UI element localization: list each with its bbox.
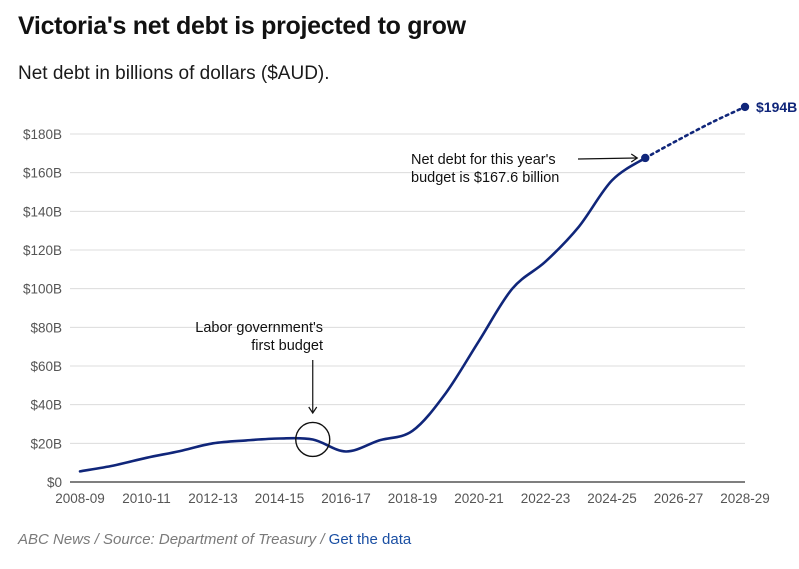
x-tick-label: 2026-27 xyxy=(654,491,704,506)
projection-end-point xyxy=(740,102,750,112)
annotation-labor-arrowhead xyxy=(308,406,318,415)
annotation-budget-arrowhead xyxy=(630,153,639,163)
y-tick-label: $60B xyxy=(30,359,62,374)
get-the-data-link[interactable]: Get the data xyxy=(328,531,412,548)
y-tick-label: $180B xyxy=(23,127,62,142)
x-tick-label: 2020-21 xyxy=(454,491,504,506)
y-tick-label: $0 xyxy=(47,475,62,490)
x-tick-label: 2014-15 xyxy=(255,491,305,506)
x-tick-label: 2018-19 xyxy=(388,491,438,506)
net-debt-line xyxy=(78,156,647,473)
chart-subtitle: Net debt in billions of dollars ($AUD). xyxy=(18,63,330,84)
y-tick-label: $40B xyxy=(30,398,62,413)
annotation-budget-line-1: Net debt for this year's xyxy=(411,152,556,168)
x-tick-label: 2012-13 xyxy=(188,491,238,506)
y-tick-label: $80B xyxy=(30,320,62,335)
y-tick-label: $140B xyxy=(23,204,62,219)
x-tick-label: 2008-09 xyxy=(55,491,105,506)
x-tick-label: 2028-29 xyxy=(720,491,770,506)
y-tick-label: $20B xyxy=(30,436,62,451)
source-text: ABC News / Source: Department of Treasur… xyxy=(18,531,325,548)
y-tick-label: $100B xyxy=(23,282,62,297)
y-tick-label: $120B xyxy=(23,243,62,258)
annotation-labor-line-1: Labor government's xyxy=(195,320,323,336)
annotation-budget-line-2: budget is $167.6 billion xyxy=(411,170,559,186)
x-tick-label: 2022-23 xyxy=(521,491,571,506)
annotation-labor-line-2: first budget xyxy=(251,338,323,354)
current-budget-point xyxy=(641,153,650,163)
x-tick-label: 2016-17 xyxy=(321,491,371,506)
x-tick-label: 2024-25 xyxy=(587,491,637,506)
x-tick-label: 2010-11 xyxy=(122,491,171,506)
chart-title: Victoria's net debt is projected to grow xyxy=(18,12,466,40)
projection-line xyxy=(644,105,747,160)
end-value-label: $194B xyxy=(756,99,797,115)
annotation-labor-circle xyxy=(295,421,331,458)
y-tick-label: $160B xyxy=(23,166,62,181)
annotation-budget-arrow xyxy=(577,157,638,160)
chart-footer: ABC News / Source: Department of Treasur… xyxy=(18,531,411,548)
